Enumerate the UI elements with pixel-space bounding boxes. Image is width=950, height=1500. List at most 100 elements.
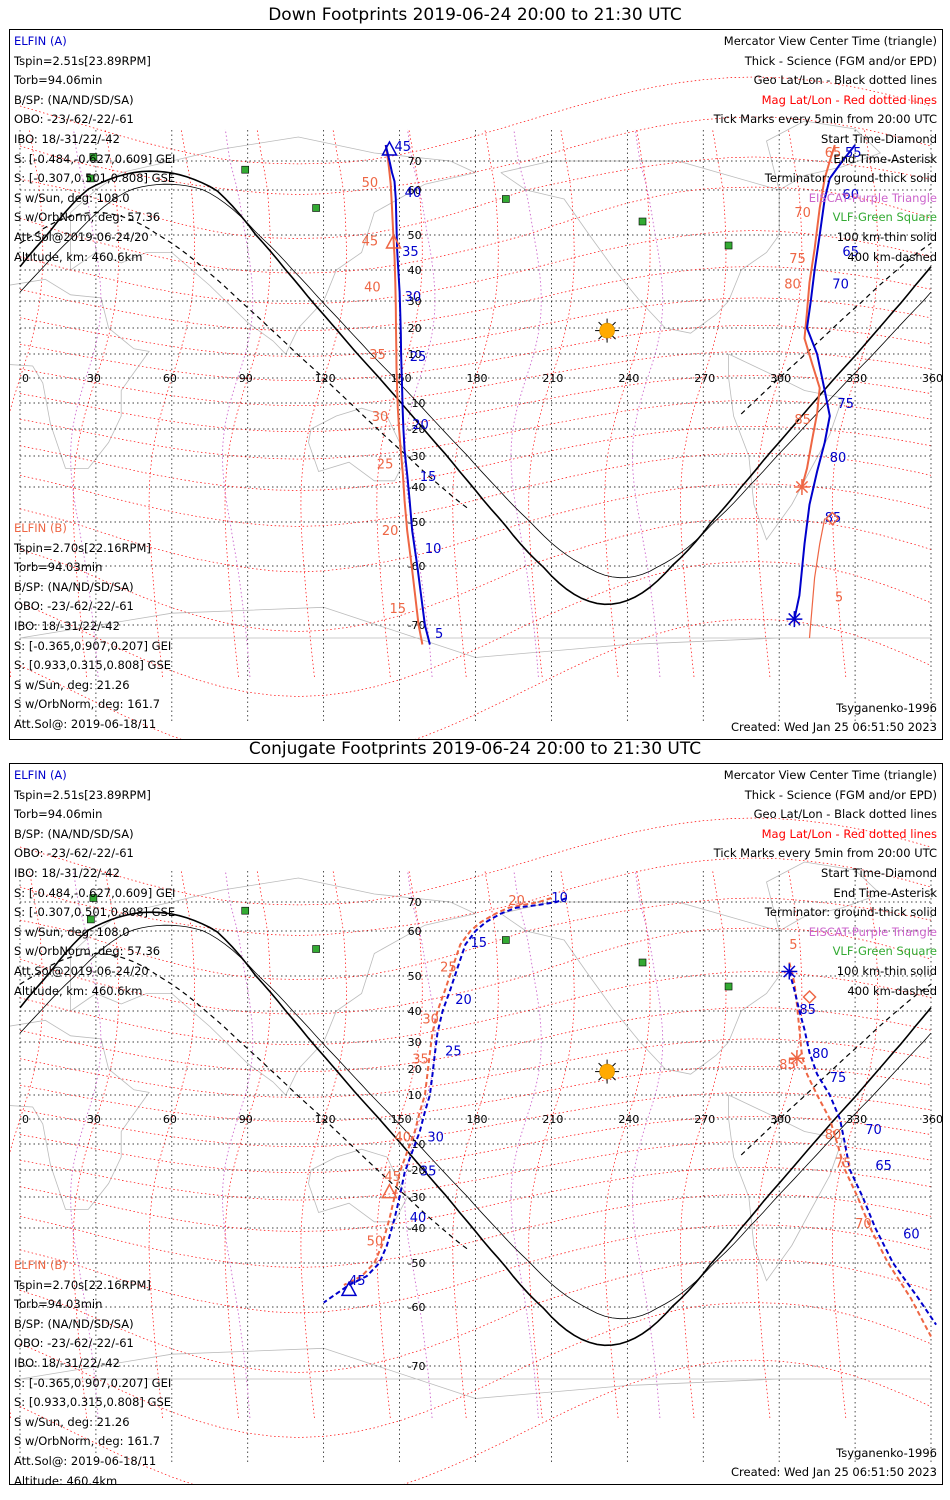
terminator-400km [19, 952, 469, 1250]
elfin-b-info-line: S: [0.933,0.315,0.808] GSE [14, 1395, 172, 1410]
elfin-a-info-line: S: [-0.307,0.501,0.808] GSE [14, 905, 176, 920]
elfin-b-tick-label: 45 [384, 1170, 401, 1185]
geo-grid [19, 130, 932, 721]
lon-tick-label: 360 [922, 372, 942, 385]
lon-tick-label: 60 [163, 1113, 177, 1126]
elfin-b-info-line: Torb=94.03min [14, 560, 103, 575]
elfin-b-info-line: Att.Sol@: 2019-06-18/11 [14, 716, 157, 731]
elfin-b-info-line: S w/OrbNorm, deg: 161.7 [14, 697, 161, 712]
mag-latitude-line [19, 1167, 932, 1232]
sun-icon [595, 1059, 620, 1084]
asterisk-stroke [783, 965, 796, 978]
asterisk-stroke [788, 612, 801, 626]
lat-tick-label: 50 [408, 229, 422, 242]
elfin-a-tick-label: 10 [551, 891, 568, 906]
elfin-b-tick-label: 65 [825, 146, 842, 161]
vlf-station-square [502, 936, 510, 944]
terminator-400km [740, 242, 932, 415]
elfin-a-info-line: S w/OrbNorm, deg: 57.36 [14, 944, 161, 959]
end-time-asterisk-a [786, 611, 803, 628]
vlf-station-square [89, 153, 98, 161]
elfin-b-tick-label: 80 [825, 1128, 842, 1143]
lat-tick-label: -40 [408, 1222, 426, 1235]
elfin-a-info-line: OBO: -23/-62/-22/-61 [14, 112, 134, 127]
elfin-a-tick-label: 15 [420, 470, 437, 485]
elfin-b-info-line: Tspin=2.70s[22.16RPM] [14, 1277, 151, 1292]
elfin-a-info-line: S w/Sun, deg: 108.0 [14, 924, 130, 939]
elfin-b-info-line: B/SP: (NA/ND/SD/SA) [14, 1316, 134, 1331]
continent-outline [10, 1019, 150, 1210]
legend-entry: Geo Lat/Lon - Black dotted lines [753, 807, 937, 822]
axis-labels: 0 30 60 90 120 150 180 210 240 270 300 330 360706050… [22, 155, 942, 632]
elfin-b-info-line: Altitude: 460.4km [14, 1473, 118, 1485]
terminator-ground [19, 170, 932, 606]
lat-tick-label: 30 [408, 1036, 422, 1049]
mag-grid [10, 76, 932, 739]
continent-outline [766, 861, 882, 932]
lat-tick-label: 20 [408, 1063, 422, 1076]
mag-meridian-line [680, 869, 727, 1419]
elfin-b-info-line: OBO: -23/-62/-22/-61 [14, 599, 134, 614]
lat-tick-label: 40 [408, 1005, 422, 1018]
elfin-a-info-line: IBO: 18/-31/22/-42 [14, 865, 120, 880]
vlf-station-square [241, 165, 250, 174]
panel-title-down: Down Footprints 2019-06-24 20:00 to 21:3… [268, 5, 682, 25]
elfin-a-info-line: Altitude, km: 460.6km [14, 983, 143, 998]
legend-entry: Tick Marks every 5min from 20:00 UTC [713, 846, 937, 861]
mag-latitude-line [19, 1193, 932, 1268]
eiscat-meridian [221, 128, 254, 678]
elfin-a-info-line: Tspin=2.51s[23.89RPM] [14, 787, 151, 802]
elfin-b-tick-label: 30 [422, 1012, 439, 1027]
mag-latitude-line [19, 857, 932, 936]
mag-latitude-line [19, 1359, 932, 1484]
elfin-b-info-line: IBO: 18/-31/22/-42 [14, 1355, 120, 1370]
legend-entry: Start Time-Diamond [821, 131, 937, 146]
created-timestamp: Created: Wed Jan 25 06:51:50 2023 [730, 720, 937, 734]
legend-entry: Mag Lat/Lon - Red dotted lines [761, 92, 937, 107]
legend-entry: Mercator View Center Time (triangle) [723, 34, 937, 48]
view-center-triangle-b [385, 233, 402, 249]
legend-entry: Thick - Science (FGM and/or EPD) [744, 787, 937, 802]
legend-entry: 100 km-thin solid [836, 963, 937, 978]
elfin-a-tick-label: 35 [420, 1164, 437, 1179]
elfin-a-tick-label: 75 [837, 397, 854, 412]
lat-tick-label: -30 [408, 450, 426, 463]
lat-tick-label: 50 [408, 970, 422, 983]
lon-tick-label: 330 [846, 1113, 867, 1126]
elfin-a-tick-label: 25 [445, 1045, 462, 1060]
legend-entry: 400 km-dashed [847, 249, 937, 264]
map-panel-down: 0 30 60 90 120 150 180 210 240 270 300 330 360 70 60 50… [9, 29, 943, 740]
elfin-a-info-line: OBO: -23/-62/-22/-61 [14, 846, 134, 861]
elfin-a-tick-label: 45 [395, 140, 412, 155]
elfin-a-tick-label: 40 [410, 1211, 427, 1226]
continent-outline [728, 1094, 843, 1282]
lat-tick-label: -70 [408, 1360, 426, 1373]
mag-meridian-line [528, 869, 575, 1419]
elfin-a-tick-label: 30 [427, 1131, 444, 1146]
mag-meridian-line [680, 128, 727, 678]
vlf-station-square [87, 915, 95, 924]
legend-entry: Terminator: ground-thick solid [764, 171, 937, 186]
elfin-a-tick-label: 70 [832, 278, 849, 293]
panel-title-conjugate: Conjugate Footprints 2019-06-24 20:00 to… [248, 739, 702, 759]
elfin-a-tick-label: 55 [845, 146, 862, 161]
eiscat-lines [70, 128, 664, 678]
sun-icon [595, 318, 620, 343]
lat-tick-label: -20 [408, 423, 426, 436]
lon-tick-label: 120 [315, 372, 336, 385]
elfin-b-label: ELFIN (B) [14, 521, 67, 535]
elfin-b-track [343, 897, 552, 1286]
lon-tick-label: 210 [542, 1113, 563, 1126]
lon-tick-label: 270 [694, 1113, 715, 1126]
elfin-b-info-line: S: [-0.365,0.907,0.207] GEI [14, 638, 172, 653]
continent-outline [10, 278, 150, 469]
elfin-b-info-line: S: [0.933,0.315,0.808] GSE [14, 658, 172, 673]
elfin-b-info-line: IBO: 18/-31/22/-42 [14, 618, 120, 633]
lon-tick-label: 30 [87, 372, 101, 385]
mag-latitude-line [19, 266, 932, 331]
elfin-b-tick-label: 70 [855, 1217, 872, 1232]
lon-tick-label: 30 [87, 1113, 101, 1126]
lat-tick-label: 60 [408, 184, 422, 197]
eiscat-meridian [70, 128, 102, 678]
lat-tick-label: -60 [408, 1301, 426, 1314]
